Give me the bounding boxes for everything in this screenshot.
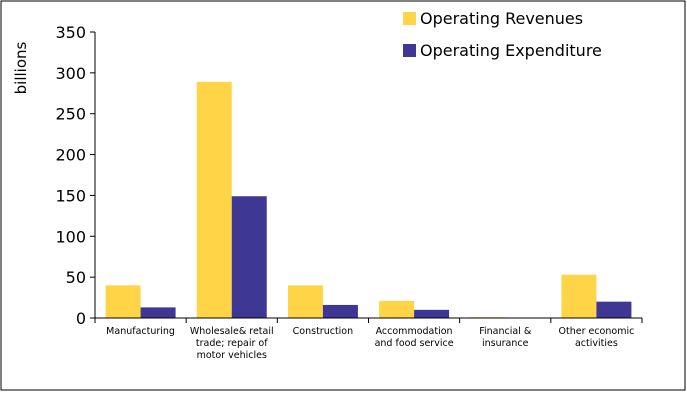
y-axis: 0 50 100 150 200 250 300 350 (55, 23, 96, 328)
x-tick-label-line: motor vehicles (197, 350, 267, 361)
bar-operating-revenues (196, 81, 232, 319)
legend-swatch (403, 44, 416, 57)
y-tick-label: 150 (55, 186, 86, 205)
x-tick-label: Financial & insurance (479, 326, 532, 349)
x-tick-label-line: Manufacturing (106, 326, 175, 337)
x-tick-label: Other economic activities (559, 326, 635, 349)
x-tick-label-line: Construction (293, 326, 354, 337)
legend-label: Operating Revenues (420, 9, 583, 28)
x-tick-label: Construction (293, 326, 354, 337)
legend: Operating Revenues Operating Expenditure (403, 9, 602, 60)
bar-operating-revenues (287, 285, 323, 318)
x-tick-label: Manufacturing (106, 326, 175, 337)
x-tick-label-line: Other economic (559, 326, 635, 337)
bar-operating-revenues (379, 300, 415, 318)
bar-operating-expenditure (231, 196, 267, 318)
x-axis: Manufacturing Wholesale& retail trade; rep… (94, 317, 643, 361)
legend-swatch (403, 12, 416, 25)
bar-operating-expenditure (414, 309, 450, 318)
y-tick-label: 350 (55, 23, 86, 42)
x-tick-label-line: insurance (482, 338, 529, 349)
bars (105, 81, 632, 319)
legend-label: Operating Expenditure (420, 41, 602, 60)
y-tick-label: 200 (55, 146, 86, 165)
x-tick-label-line: and food service (375, 338, 454, 349)
bar-operating-revenues (561, 274, 597, 318)
bar-operating-expenditure (322, 304, 358, 318)
bar-operating-expenditure (596, 301, 632, 318)
x-tick-label-line: trade; repair of (196, 338, 268, 349)
x-tick-label-line: Accommodation (376, 326, 453, 337)
x-tick-label: Wholesale& retail trade; repair of motor v… (190, 326, 274, 361)
x-tick-label-line: Wholesale& retail (190, 326, 274, 337)
bar-operating-revenues (105, 285, 141, 318)
x-tick-label-line: activities (575, 338, 618, 349)
y-tick-label: 100 (55, 227, 86, 246)
y-tick-label: 250 (55, 105, 86, 124)
bar-operating-expenditure (140, 307, 176, 318)
x-tick-label-line: Financial & (479, 326, 532, 337)
x-tick-label: Accommodation and food service (375, 326, 454, 349)
y-tick-label: 300 (55, 64, 86, 83)
y-tick-label: 50 (66, 268, 86, 287)
y-axis-label: billions (12, 41, 30, 94)
y-tick-label: 0 (76, 309, 86, 328)
